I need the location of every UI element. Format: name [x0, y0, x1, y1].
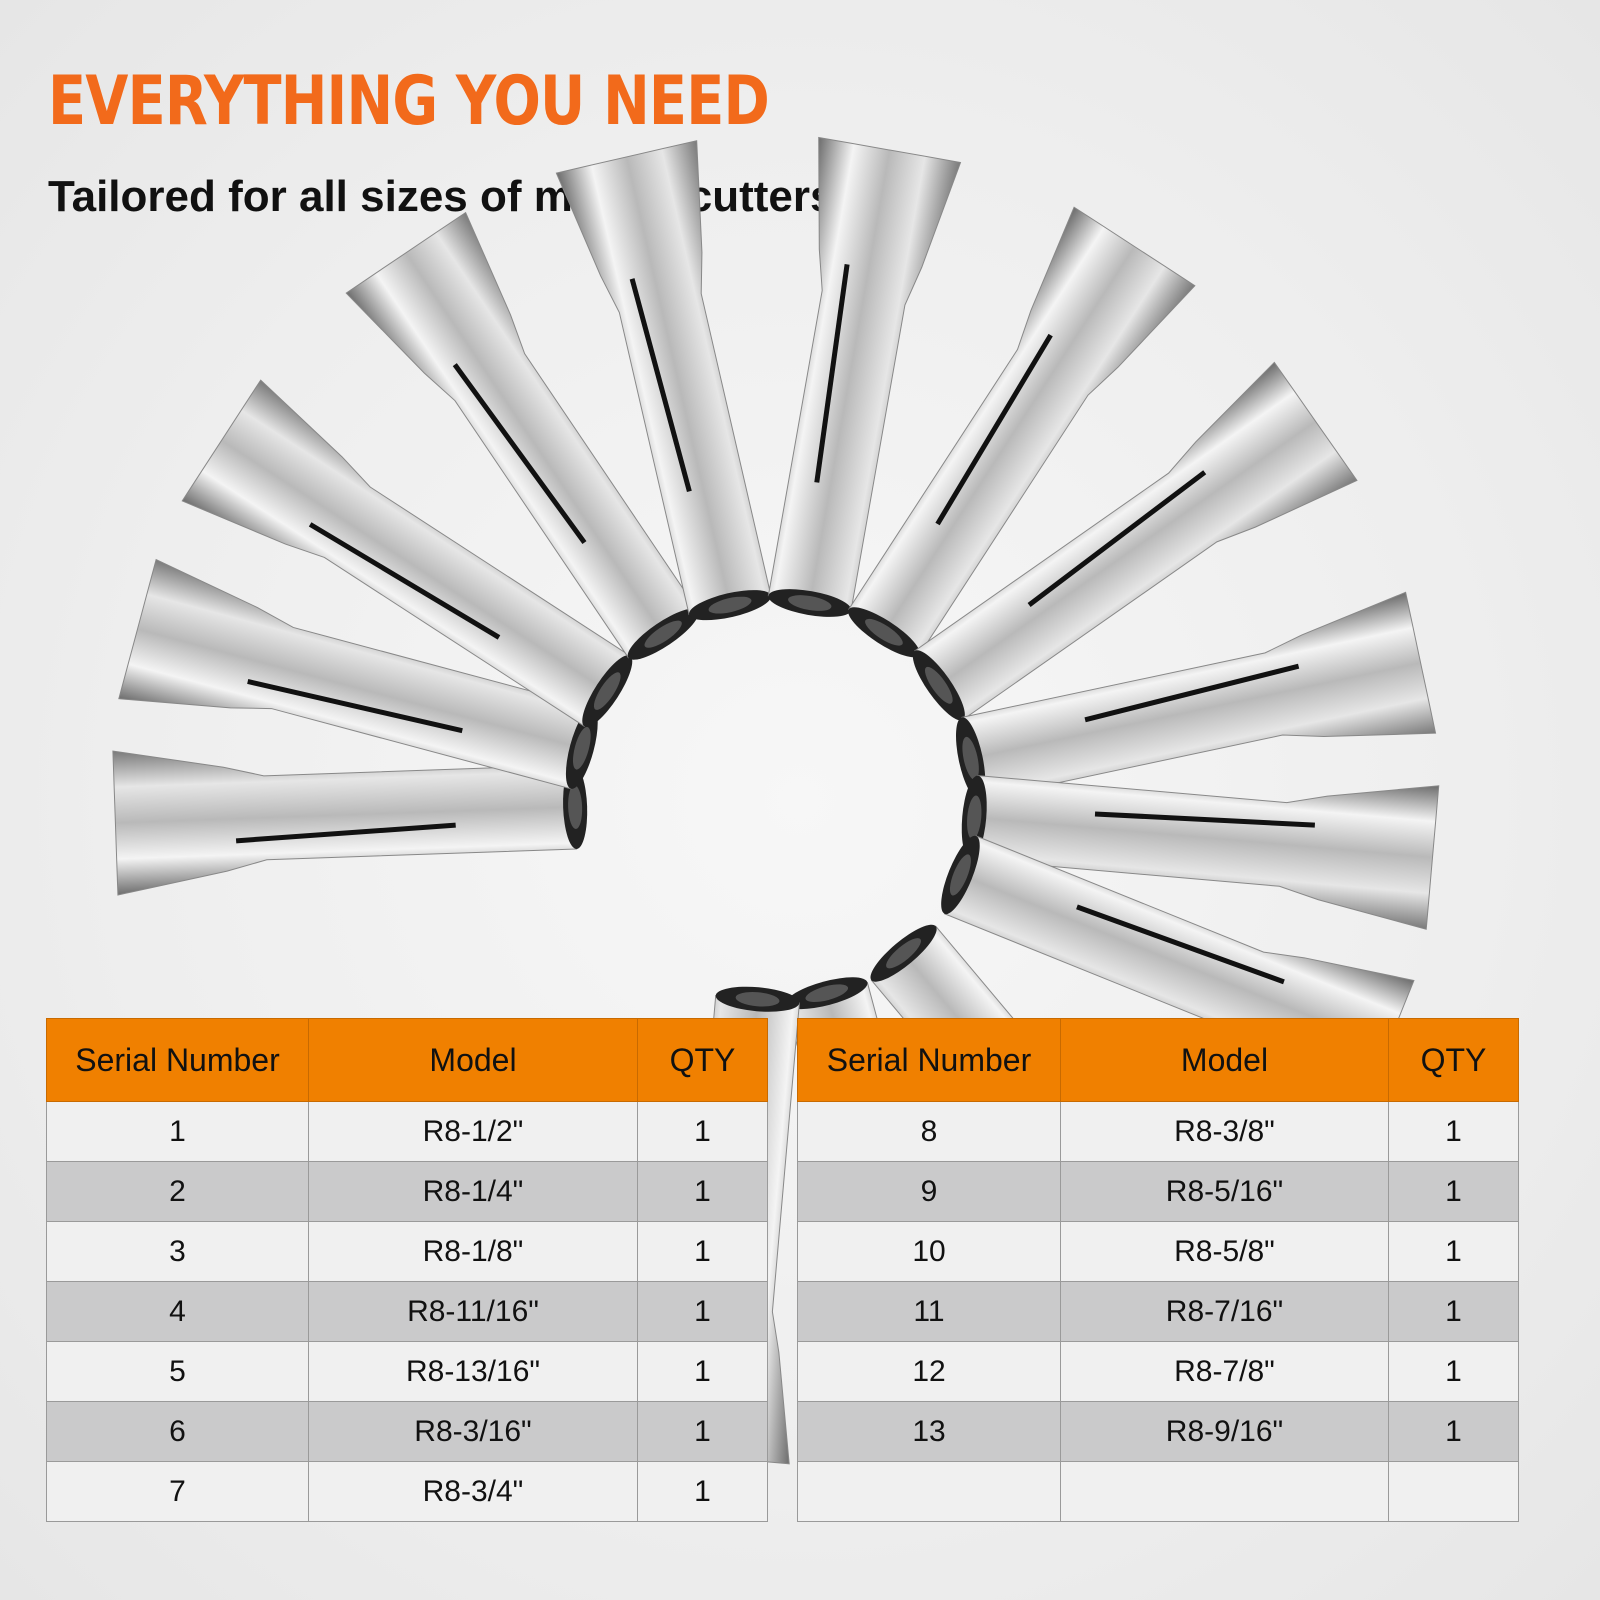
cell-model: R8-3/16": [308, 1401, 638, 1462]
column-header-serial: Serial Number: [46, 1018, 309, 1102]
collet-icon: [848, 206, 1196, 658]
collet-icon: [118, 558, 598, 790]
cell-model: R8-7/8": [1060, 1341, 1389, 1402]
collet-icon: [555, 140, 772, 621]
cell-serial: 13: [797, 1401, 1061, 1462]
cell-serial: [797, 1461, 1061, 1522]
cell-qty: 1: [637, 1161, 768, 1222]
column-header-qty: QTY: [637, 1018, 768, 1102]
cell-serial: 3: [46, 1221, 309, 1282]
cell-model: R8-1/8": [308, 1221, 638, 1282]
collet-table-right: Serial Number Model QTY 8 R8-3/8" 1 9 R8-5/1…: [797, 1018, 1519, 1522]
cell-serial: 11: [797, 1281, 1061, 1342]
cell-qty: 1: [1388, 1221, 1519, 1282]
cell-qty: 1: [1388, 1281, 1519, 1342]
column-header-qty: QTY: [1388, 1018, 1519, 1102]
table-row: 2 R8-1/4" 1: [46, 1161, 768, 1222]
table-row: 12 R8-7/8" 1: [797, 1341, 1519, 1402]
page-subtitle: Tailored for all sizes of milling cutter…: [48, 172, 835, 221]
cell-qty: [1388, 1461, 1519, 1522]
cell-model: R8-11/16": [308, 1281, 638, 1342]
cell-serial: 4: [46, 1281, 309, 1342]
cell-serial: 5: [46, 1341, 309, 1402]
cell-model: R8-1/4": [308, 1161, 638, 1222]
table-row: 4 R8-11/16" 1: [46, 1281, 768, 1342]
collet-icon: [955, 591, 1437, 801]
cell-qty: 1: [637, 1221, 768, 1282]
cell-serial: 2: [46, 1161, 309, 1222]
cell-model: R8-5/8": [1060, 1221, 1389, 1282]
cell-serial: 8: [797, 1101, 1061, 1162]
table-row: 9 R8-5/16" 1: [797, 1161, 1519, 1222]
table-row: 1 R8-1/2" 1: [46, 1101, 768, 1162]
cell-model: R8-1/2": [308, 1101, 638, 1162]
table-row: 13 R8-9/16" 1: [797, 1401, 1519, 1462]
table-row: 7 R8-3/4" 1: [46, 1461, 768, 1522]
table-row: 6 R8-3/16" 1: [46, 1401, 768, 1462]
table-row: 5 R8-13/16" 1: [46, 1341, 768, 1402]
column-header-serial: Serial Number: [797, 1018, 1061, 1102]
table-row: 8 R8-3/8" 1: [797, 1101, 1519, 1162]
cell-qty: 1: [637, 1101, 768, 1162]
collet-icon: [912, 361, 1358, 721]
page-title: EVERYTHING YOU NEED: [48, 62, 770, 141]
cell-serial: 12: [797, 1341, 1061, 1402]
collet-icon: [767, 136, 962, 617]
collet-icon: [345, 211, 699, 660]
cell-model: R8-13/16": [308, 1341, 638, 1402]
table-row: 11 R8-7/16" 1: [797, 1281, 1519, 1342]
cell-model: [1060, 1461, 1389, 1522]
cell-serial: 1: [46, 1101, 309, 1162]
cell-qty: 1: [1388, 1401, 1519, 1462]
cell-serial: 6: [46, 1401, 309, 1462]
cell-serial: 9: [797, 1161, 1061, 1222]
collet-icon: [181, 379, 633, 727]
cell-serial: 7: [46, 1461, 309, 1522]
cell-qty: 1: [1388, 1161, 1519, 1222]
cell-serial: 10: [797, 1221, 1061, 1282]
cell-qty: 1: [637, 1461, 768, 1522]
table-row: [797, 1461, 1519, 1522]
cell-qty: 1: [637, 1341, 768, 1402]
cell-qty: 1: [1388, 1101, 1519, 1162]
column-header-model: Model: [1060, 1018, 1389, 1102]
table-row: 3 R8-1/8" 1: [46, 1221, 768, 1282]
cell-qty: 1: [637, 1281, 768, 1342]
cell-model: R8-5/16": [1060, 1161, 1389, 1222]
cell-model: R8-9/16": [1060, 1401, 1389, 1462]
column-header-model: Model: [308, 1018, 638, 1102]
cell-model: R8-3/8": [1060, 1101, 1389, 1162]
cell-model: R8-3/4": [308, 1461, 638, 1522]
cell-qty: 1: [637, 1401, 768, 1462]
collet-table-left: Serial Number Model QTY 1 R8-1/2" 1 2 R8-1/4…: [46, 1018, 768, 1522]
table-row: 10 R8-5/8" 1: [797, 1221, 1519, 1282]
cell-qty: 1: [1388, 1341, 1519, 1402]
cell-model: R8-7/16": [1060, 1281, 1389, 1342]
